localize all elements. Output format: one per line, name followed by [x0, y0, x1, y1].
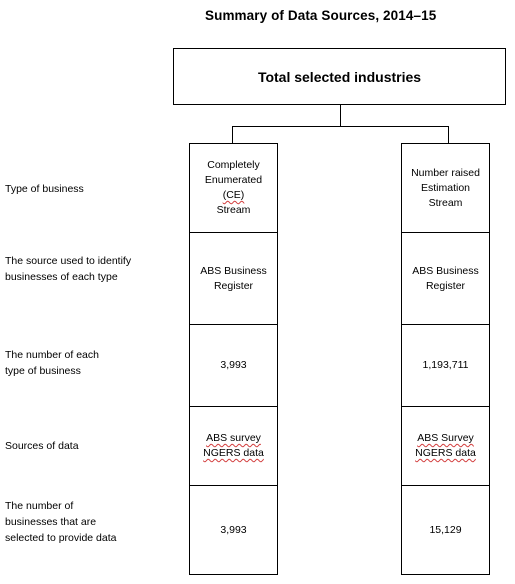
row-label-sources-data: Sources of data — [5, 440, 79, 452]
row-label-source: The source used to identify businesses o… — [5, 255, 132, 283]
cell-number-ce: 3,993 — [189, 324, 278, 407]
root-label: Total selected industries — [257, 68, 422, 85]
cell-source-number-raised: ABS Business Register — [401, 232, 490, 325]
connector-horizontal — [232, 126, 449, 127]
connector-left-drop — [232, 126, 233, 143]
cell-sources-number-raised: ABS Survey NGERS data — [401, 406, 490, 486]
row-label-number: The number of each type of business — [5, 349, 99, 377]
cell-type-number-raised: Number raised Estimation Stream — [401, 143, 490, 233]
cell-source-ce: ABS Business Register — [189, 232, 278, 325]
connector-vertical-root — [340, 105, 341, 127]
row-label-selected: The number of businesses that are select… — [5, 500, 117, 544]
row-label-type: Type of business — [5, 183, 84, 195]
cell-sources-ce: ABS survey NGERS data — [189, 406, 278, 486]
root-box: Total selected industries — [173, 48, 506, 105]
diagram-title: Summary of Data Sources, 2014–15 — [205, 8, 437, 23]
connector-right-drop — [448, 126, 449, 143]
cell-type-ce: Completely Enumerated (CE) Stream — [189, 143, 278, 233]
cell-selected-number-raised: 15,129 — [401, 485, 490, 575]
cell-number-number-raised: 1,193,711 — [401, 324, 490, 407]
cell-selected-ce: 3,993 — [189, 485, 278, 575]
